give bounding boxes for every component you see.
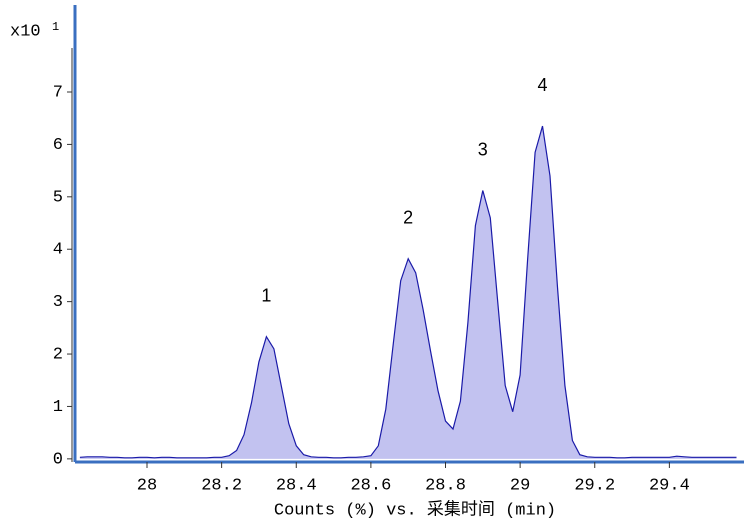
area [79, 126, 737, 459]
y-tick-label: 7 [53, 83, 63, 102]
y-tick-label: 3 [53, 293, 63, 312]
y-tick-label: 0 [53, 450, 63, 469]
peak-label: 3 [478, 139, 488, 159]
x-tick-label: 29 [510, 476, 530, 495]
line [79, 125, 737, 459]
y-tick-label: 5 [53, 188, 63, 207]
y-tick-label: 4 [53, 241, 63, 260]
y-tick-label: 1 [53, 398, 63, 417]
y-multiplier: x10 [10, 22, 41, 41]
x-tick-label: 28 [137, 476, 157, 495]
x-tick-label: 28.6 [350, 476, 391, 495]
y-tick-label: 6 [53, 136, 63, 155]
x-tick-label: 29.2 [574, 476, 615, 495]
y-tick-label: 2 [53, 346, 63, 365]
peak-label: 2 [403, 207, 413, 227]
peak-label: 4 [538, 75, 548, 95]
y-exponent: 1 [52, 20, 59, 34]
x-tick-label: 28.2 [201, 476, 242, 495]
x-tick-label: 28.4 [276, 476, 317, 495]
x-axis-label: Counts (%) vs. 采集时间 (min) [274, 499, 556, 520]
x-tick-label: 29.4 [649, 476, 690, 495]
peak-label: 1 [261, 285, 271, 305]
x-tick-label: 28.8 [425, 476, 466, 495]
